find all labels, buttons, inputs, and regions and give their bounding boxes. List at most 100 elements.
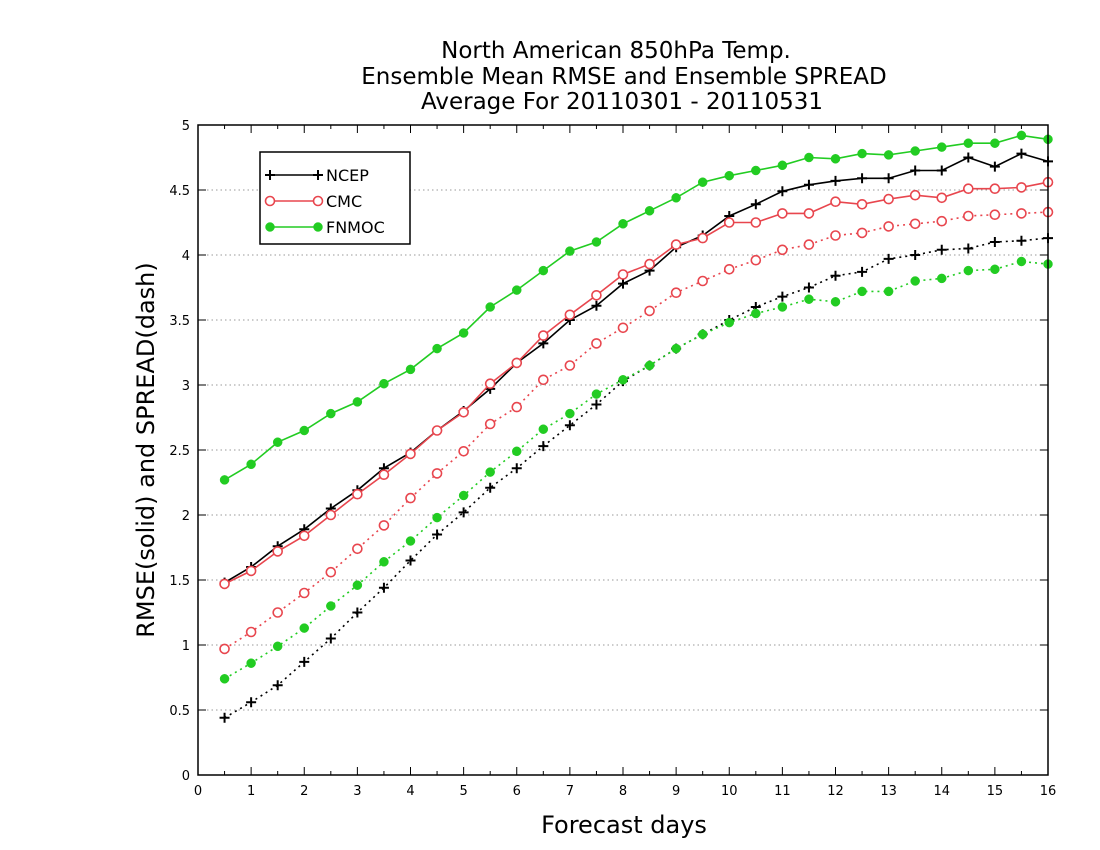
x-tick-label-0: 0 [194,784,202,799]
data-point-cmc-rmse-4 [325,509,337,521]
data-point-cmc-rmse-11 [511,357,523,369]
x-tick-label-4: 4 [406,784,414,799]
data-point-ncep-rmse-15 [618,278,628,289]
data-point-cmc-spread-10 [484,418,496,430]
data-point-cmc-spread-11 [511,401,523,413]
data-point-cmc-rmse-2 [272,546,283,557]
data-point-fnmoc-rmse-7 [405,364,416,375]
data-point-cmc-rmse-28 [963,183,974,194]
data-point-fnmoc-spread-7 [405,536,416,546]
data-point-ncep-rmse-24 [857,173,868,184]
data-point-cmc-spread-25 [883,221,894,232]
data-point-cmc-rmse-6 [378,469,390,481]
data-point-ncep-spread-11 [511,463,522,474]
x-tick-label-1: 1 [247,784,255,799]
legend-marker-left-ncep [265,170,275,180]
legend-label-fnmoc: FNMOC [326,218,385,237]
data-point-ncep-spread-26 [910,250,921,260]
data-point-ncep-spread-4 [325,633,336,644]
data-point-cmc-spread-26 [909,218,921,230]
data-point-cmc-spread-22 [803,239,815,250]
data-point-fnmoc-spread-24 [857,286,867,297]
x-tick-label-2: 2 [300,784,308,799]
y-tick-label-5: 2.5 [169,444,190,459]
data-point-ncep-rmse-26 [910,165,921,176]
data-point-cmc-rmse-15 [617,269,629,280]
y-tick-label-7: 3.5 [169,314,190,329]
data-point-fnmoc-spread-25 [883,286,894,297]
data-point-ncep-rmse-14 [591,300,602,311]
data-point-fnmoc-rmse-1 [246,459,256,470]
data-point-ncep-spread-29 [989,237,1000,247]
x-tick-label-16: 16 [1040,784,1057,799]
data-point-fnmoc-spread-26 [910,276,920,286]
data-point-fnmoc-rmse-15 [618,219,628,229]
data-point-cmc-spread-15 [617,322,629,334]
data-point-cmc-rmse-18 [697,232,708,244]
data-point-cmc-rmse-1 [245,565,257,577]
data-point-cmc-rmse-26 [909,189,921,201]
data-point-ncep-spread-21 [777,291,788,302]
legend-marker-left-fnmoc [265,222,275,232]
data-point-fnmoc-spread-29 [990,264,1000,275]
data-point-fnmoc-rmse-9 [458,328,469,338]
data-point-fnmoc-spread-4 [326,601,336,611]
data-point-fnmoc-rmse-24 [857,148,867,159]
data-point-cmc-rmse-27 [936,192,948,204]
data-point-cmc-rmse-16 [644,258,655,270]
legend-marker-right-cmc [312,195,324,207]
data-point-cmc-rmse-17 [670,239,682,250]
data-point-fnmoc-spread-9 [458,490,469,501]
data-point-ncep-spread-25 [883,253,894,264]
data-point-ncep-rmse-21 [777,186,788,197]
series-fnmoc-rmse [219,130,1053,485]
data-point-fnmoc-rmse-4 [326,408,336,419]
series-line-ncep-spread [224,237,1049,719]
series-line-fnmoc-spread [224,260,1049,680]
data-point-ncep-rmse-20 [750,199,761,210]
x-tick-label-7: 7 [566,784,574,799]
data-point-fnmoc-rmse-19 [724,170,734,181]
data-point-cmc-rmse-12 [538,330,549,341]
data-point-fnmoc-rmse-20 [751,165,761,176]
chart-title-line-1: North American 850hPa Temp. [441,38,791,64]
y-tick-label-0: 0 [182,769,190,784]
data-point-cmc-spread-20 [750,254,762,266]
series-line-ncep-rmse [224,152,1049,584]
data-point-cmc-spread-23 [830,230,841,241]
x-tick-label-12: 12 [827,784,844,799]
legend-marker-right-ncep [313,170,323,180]
data-point-fnmoc-spread-19 [724,317,734,328]
data-point-cmc-spread-27 [936,215,948,227]
data-point-fnmoc-rmse-0 [219,475,230,485]
data-point-cmc-spread-29 [989,209,1001,220]
data-point-ncep-rmse-25 [883,173,894,184]
legend-marker-left-cmc [264,195,276,207]
data-point-fnmoc-spread-11 [512,446,522,457]
data-point-ncep-spread-27 [936,244,947,255]
x-tick-label-10: 10 [721,784,738,799]
data-point-cmc-spread-12 [538,374,549,386]
data-point-fnmoc-spread-15 [618,375,628,385]
data-point-cmc-spread-8 [431,468,443,479]
data-point-fnmoc-rmse-2 [272,437,283,447]
x-tick-label-13: 13 [880,784,897,799]
data-point-fnmoc-spread-0 [219,674,230,684]
data-point-ncep-spread-24 [857,266,868,277]
data-point-fnmoc-rmse-14 [591,237,602,247]
data-point-fnmoc-rmse-16 [644,206,655,216]
data-point-fnmoc-spread-10 [485,467,495,477]
data-point-ncep-rmse-28 [963,152,974,163]
data-point-ncep-spread-9 [458,507,469,518]
data-point-fnmoc-spread-22 [804,294,814,304]
y-axis-label: RMSE(solid) and SPREAD(dash) [132,262,160,638]
data-point-fnmoc-rmse-21 [777,160,788,171]
data-point-ncep-rmse-27 [936,165,947,176]
x-tick-label-15: 15 [987,784,1004,799]
data-point-ncep-spread-12 [538,441,549,452]
data-point-cmc-spread-21 [777,244,788,256]
data-point-ncep-spread-6 [378,582,389,593]
data-point-cmc-spread-4 [325,566,337,578]
y-tick-label-9: 4.5 [169,184,190,199]
data-point-fnmoc-spread-17 [671,343,681,354]
